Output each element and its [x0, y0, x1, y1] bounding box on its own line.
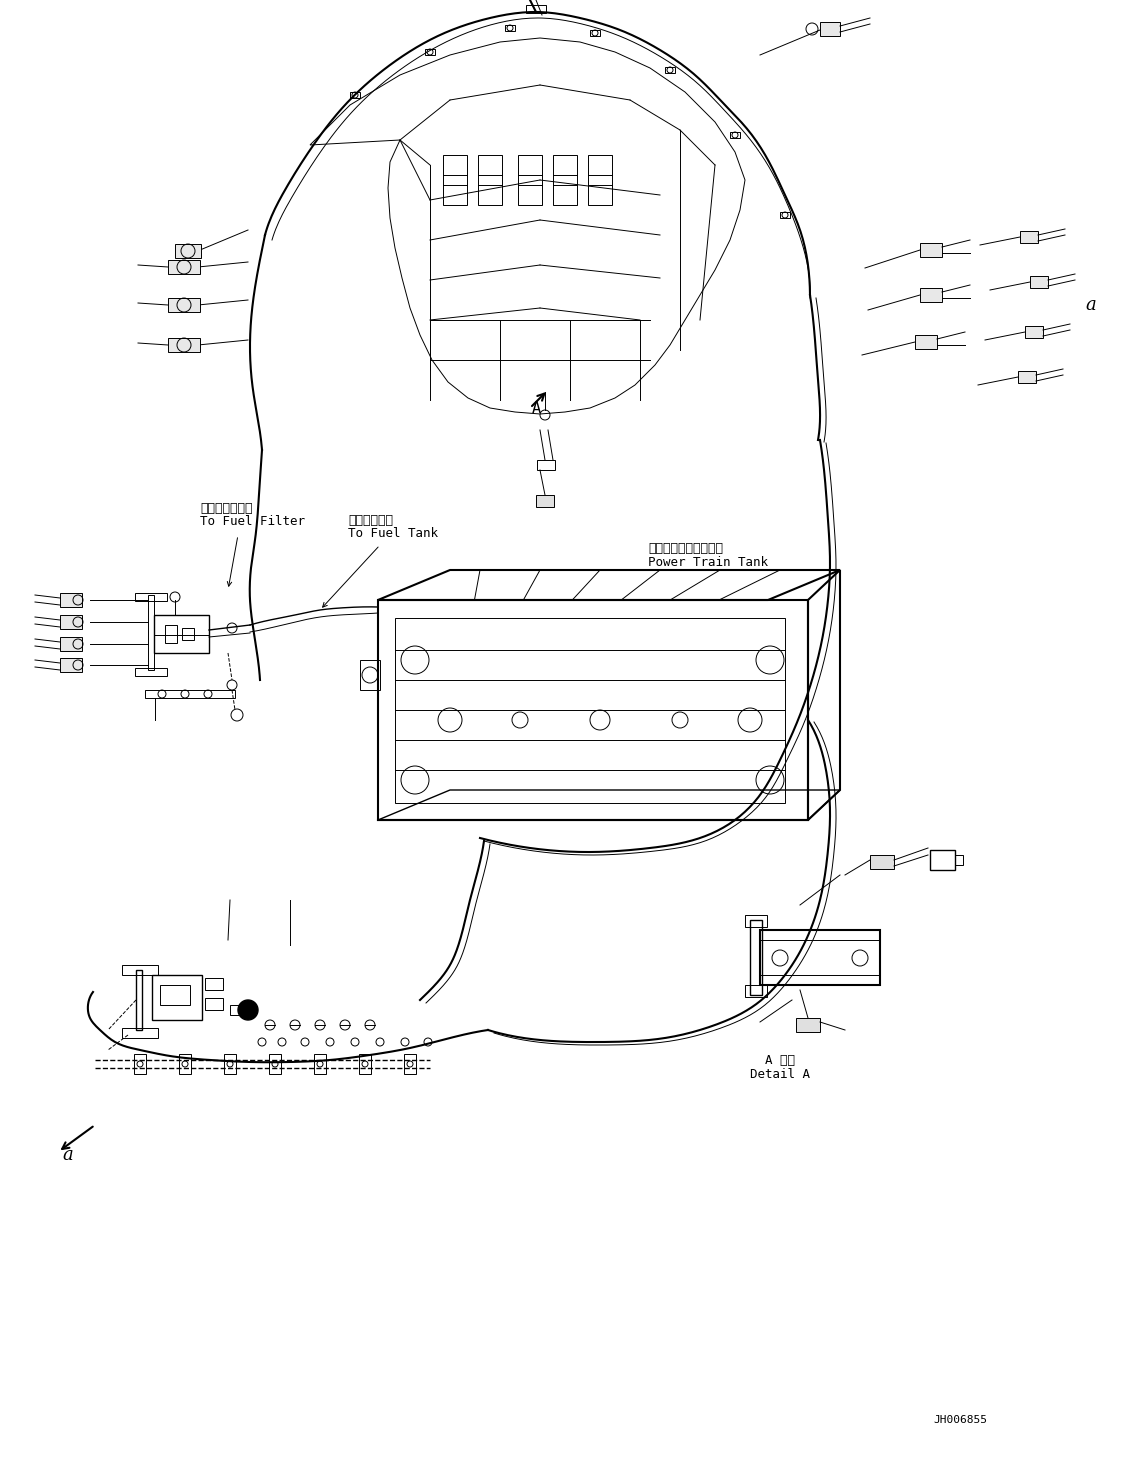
Bar [165, 625, 177, 643]
Bar [537, 461, 555, 469]
Bar [869, 854, 895, 869]
Bar [760, 940, 880, 975]
Bar [424, 50, 435, 55]
Bar [780, 211, 790, 219]
Bar [553, 155, 577, 206]
Text: Power Train Tank: Power Train Tank [648, 555, 768, 569]
Text: 燃料フィルタへ: 燃料フィルタへ [200, 502, 252, 515]
Bar [588, 155, 612, 206]
Bar [122, 1028, 157, 1038]
Bar [205, 997, 222, 1010]
Bar [350, 92, 361, 98]
Bar [920, 243, 942, 257]
Bar [60, 615, 82, 628]
Bar [135, 593, 167, 601]
Bar [314, 1054, 326, 1075]
Bar [359, 1054, 371, 1075]
Bar [168, 297, 200, 312]
Text: A 詳細: A 詳細 [764, 1054, 795, 1066]
Bar [179, 1054, 191, 1075]
Text: To Fuel Filter: To Fuel Filter [200, 515, 305, 528]
Text: a: a [1085, 296, 1095, 313]
Bar [750, 920, 762, 994]
Bar [536, 496, 555, 507]
Text: a: a [62, 1146, 73, 1163]
Bar [915, 335, 937, 348]
Bar [760, 930, 880, 986]
Bar [955, 854, 963, 865]
Bar [145, 690, 235, 698]
Bar [478, 155, 502, 206]
Bar [590, 31, 600, 36]
Bar [920, 289, 942, 302]
Bar [135, 668, 167, 677]
Bar [443, 155, 467, 206]
Text: Detail A: Detail A [750, 1069, 810, 1082]
Bar [60, 593, 82, 607]
Bar [395, 618, 785, 803]
Bar [168, 260, 200, 274]
Bar [1020, 230, 1038, 243]
Bar [160, 986, 191, 1005]
Bar [152, 975, 202, 1021]
Text: A: A [532, 401, 541, 416]
Bar [183, 628, 194, 640]
Bar [745, 916, 767, 927]
Text: 燃料タンクへ: 燃料タンクへ [348, 513, 393, 526]
Bar [820, 22, 840, 36]
Text: パワートレインタンク: パワートレインタンク [648, 541, 723, 554]
Bar [505, 25, 515, 31]
Bar [404, 1054, 416, 1075]
Bar [796, 1018, 820, 1032]
Bar [60, 658, 82, 672]
Bar [122, 965, 157, 975]
Bar [1030, 276, 1047, 289]
Bar [175, 243, 201, 258]
Bar [269, 1054, 281, 1075]
Bar [154, 615, 209, 653]
Bar [60, 637, 82, 652]
Text: JH006855: JH006855 [933, 1416, 987, 1424]
Bar [148, 595, 154, 671]
Circle shape [238, 1000, 258, 1021]
Bar [930, 850, 955, 870]
Bar [518, 155, 542, 206]
Bar [1018, 370, 1036, 383]
Bar [665, 67, 675, 73]
Bar [230, 1005, 248, 1015]
Bar [136, 970, 141, 1029]
Bar [133, 1054, 146, 1075]
Text: To Fuel Tank: To Fuel Tank [348, 526, 438, 539]
Bar [361, 660, 380, 690]
Bar [224, 1054, 236, 1075]
Bar [745, 986, 767, 997]
Bar [730, 133, 741, 139]
Bar [526, 4, 547, 13]
Bar [378, 601, 808, 819]
Bar [205, 978, 222, 990]
Bar [168, 338, 200, 351]
Bar [1025, 327, 1043, 338]
